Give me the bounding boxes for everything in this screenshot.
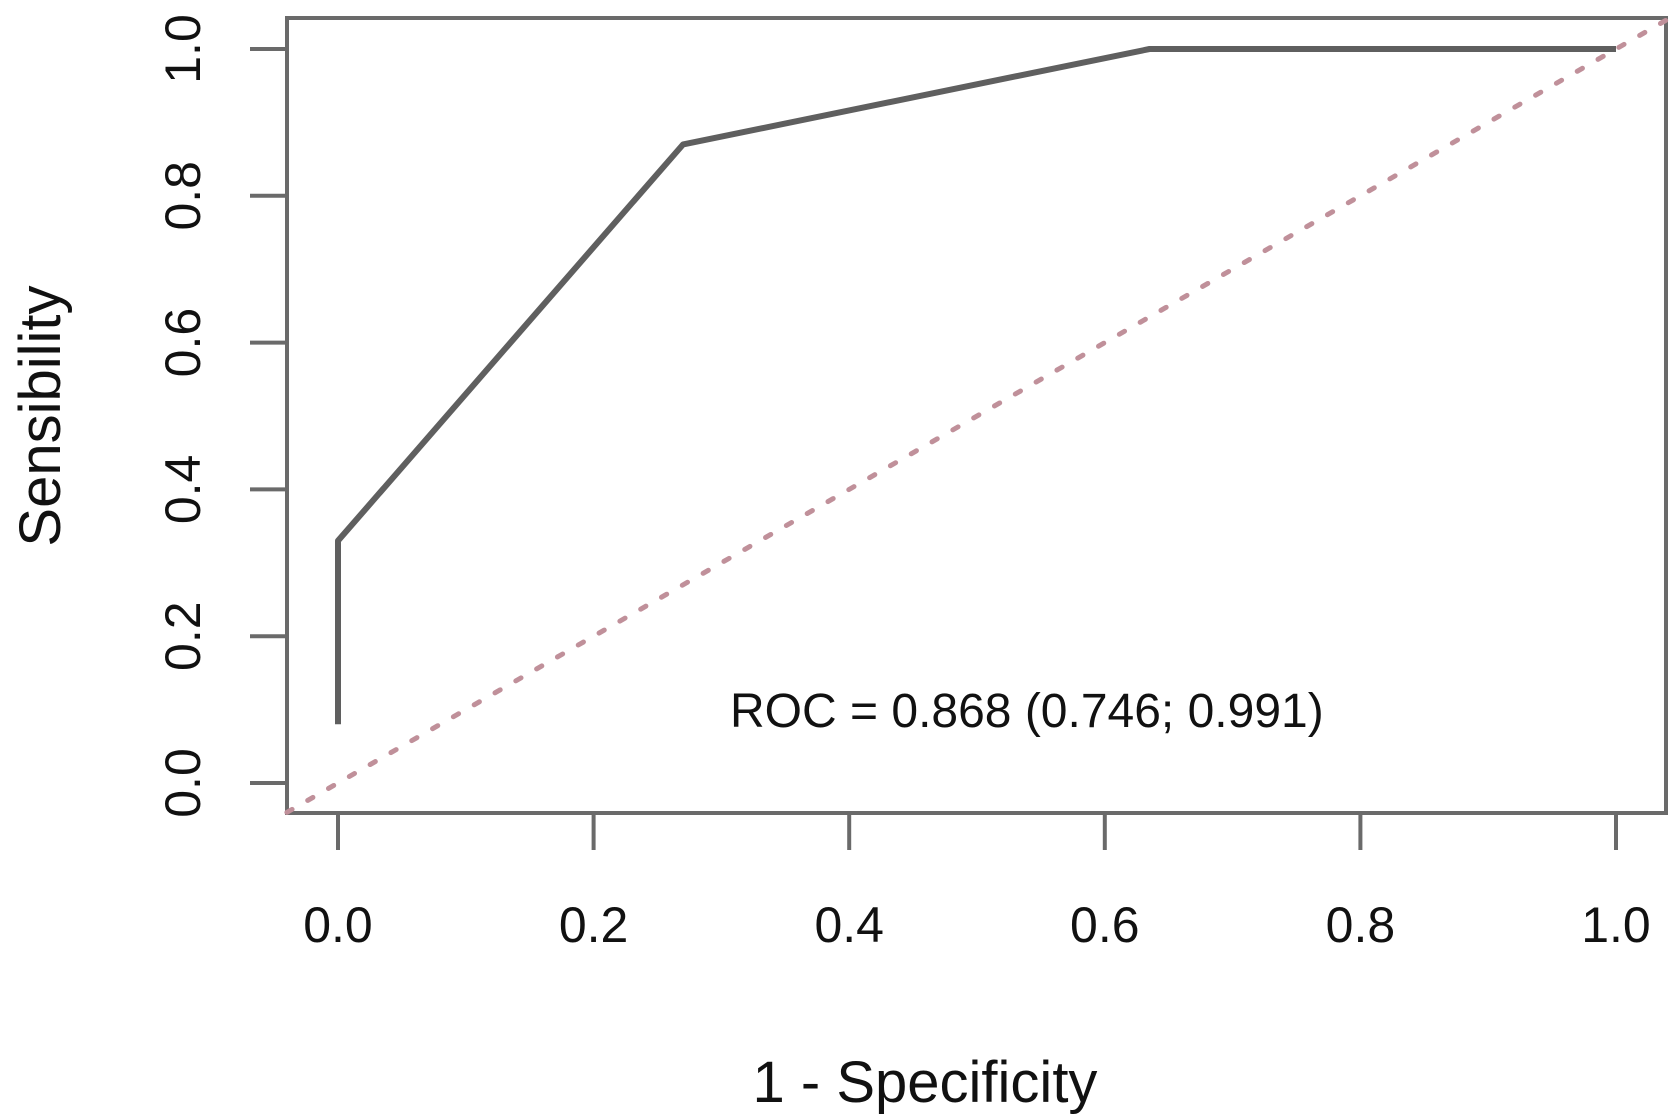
y-tick-label: 1.0 xyxy=(155,14,211,84)
y-tick-label: 0.8 xyxy=(155,161,211,231)
x-tick-label: 0.6 xyxy=(1070,897,1140,953)
x-tick-label: 1.0 xyxy=(1581,897,1651,953)
reference-diagonal xyxy=(284,17,1670,815)
y-axis: 0.0 0.2 0.4 0.6 0.8 1.0 xyxy=(155,14,287,818)
roc-annotation: ROC = 0.868 (0.746; 0.991) xyxy=(730,685,1324,738)
x-tick-label: 0.0 xyxy=(303,897,373,953)
roc-curve xyxy=(335,46,1616,725)
plot-frame xyxy=(285,16,1668,815)
y-axis-title: Sensibility xyxy=(8,285,73,546)
x-tick-label: 0.2 xyxy=(559,897,629,953)
x-axis-title: 1 - Specificity xyxy=(753,1050,1098,1115)
x-tick-label: 0.8 xyxy=(1326,897,1396,953)
y-tick-label: 0.2 xyxy=(155,601,211,671)
y-tick-label: 0.6 xyxy=(155,308,211,378)
x-tick-label: 0.4 xyxy=(814,897,884,953)
y-tick-label: 0.0 xyxy=(155,748,211,818)
x-axis: 0.0 0.2 0.4 0.6 0.8 1.0 xyxy=(303,813,1651,953)
y-tick-label: 0.4 xyxy=(155,455,211,525)
series-group xyxy=(284,17,1670,815)
